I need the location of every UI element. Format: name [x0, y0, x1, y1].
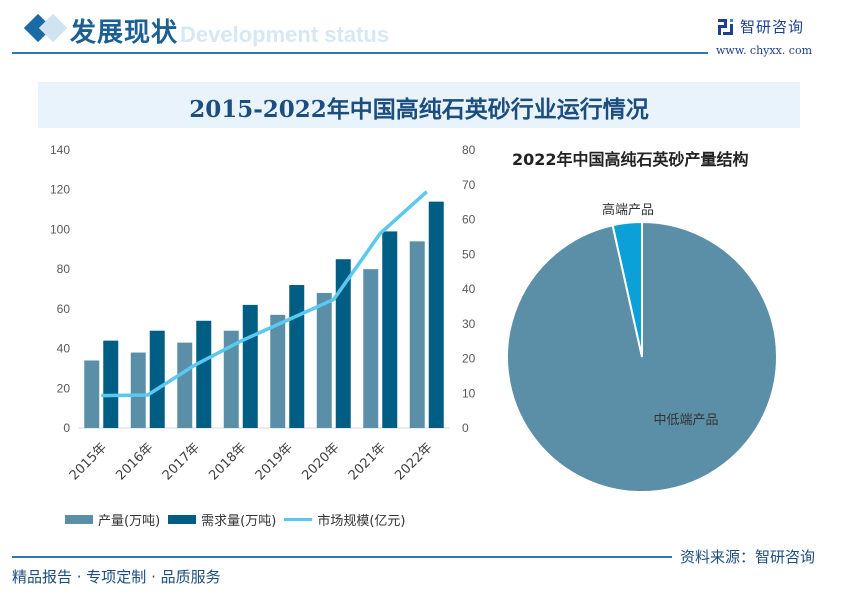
bar-demand	[242, 304, 258, 428]
footer-slogan: 精品报告 · 专项定制 · 品质服务	[12, 568, 221, 586]
legend-item-demand: 需求量(万吨)	[168, 510, 276, 529]
source-note: 资料来源：智研咨询	[680, 548, 816, 566]
bar-demand	[103, 340, 119, 428]
right-axis-tick-label: 40	[462, 282, 476, 296]
bar-demand	[428, 201, 444, 428]
chart-legend: 产量(万吨) 需求量(万吨) 市场规模(亿元)	[65, 510, 413, 529]
legend-item-market-size: 市场规模(亿元)	[284, 510, 405, 529]
bar-demand	[289, 285, 305, 428]
x-axis-tick-label: 2020年	[299, 440, 342, 483]
bar-demand	[196, 320, 212, 428]
chart-title-band: 2015-2022年中国高纯石英砂行业运行情况	[38, 82, 800, 128]
right-axis-tick-label: 20	[462, 352, 476, 366]
left-axis-tick-label: 20	[57, 381, 71, 395]
bar-production	[409, 241, 425, 428]
right-axis-tick-label: 10	[462, 386, 476, 400]
section-subtitle: Development status	[180, 22, 390, 47]
bar-demand	[335, 259, 351, 428]
x-axis-tick-label: 2019年	[253, 440, 296, 483]
left-axis-tick-label: 100	[50, 222, 70, 236]
left-axis-tick-label: 80	[57, 262, 71, 276]
legend-label-market-size: 市场规模(亿元)	[317, 514, 406, 529]
bar-production	[363, 269, 379, 428]
pie-label-high-end: 高端产品	[602, 202, 654, 218]
bar-demand	[382, 231, 398, 428]
x-axis-tick-label: 2017年	[160, 440, 203, 483]
right-axis-tick-label: 30	[462, 317, 476, 331]
right-axis-tick-label: 60	[462, 213, 476, 227]
legend-swatch-demand	[168, 515, 197, 524]
x-axis-tick-label: 2016年	[113, 440, 156, 483]
line-market-size	[101, 190, 428, 398]
left-axis-tick-label: 120	[50, 183, 70, 197]
page-header: Development status 发展现状 智研咨询 www. chyxx.…	[0, 0, 865, 70]
right-axis-tick-label: 80	[462, 143, 476, 157]
pie-chart-title: 2022年中国高纯石英砂产量结构	[512, 150, 749, 169]
pie-slice-mid-low-end	[506, 220, 778, 493]
right-axis-tick-label: 50	[462, 247, 476, 261]
left-axis-tick-label: 0	[63, 421, 70, 435]
legend-label-demand: 需求量(万吨)	[201, 514, 277, 529]
legend-item-production: 产量(万吨)	[65, 510, 160, 529]
legend-label-production: 产量(万吨)	[98, 514, 161, 529]
brand-logo-icon	[718, 18, 734, 35]
header-divider	[12, 52, 708, 54]
bar-production	[84, 360, 100, 428]
x-axis-tick-label: 2022年	[392, 440, 435, 483]
legend-swatch-production	[65, 515, 93, 524]
section-title: 发展现状	[70, 18, 179, 48]
footer-divider	[12, 556, 672, 558]
left-axis-tick-label: 140	[50, 143, 70, 157]
x-axis-tick-label: 2015年	[67, 440, 110, 483]
left-axis-tick-label: 60	[57, 302, 71, 316]
bar-production	[270, 314, 286, 428]
left-axis-tick-label: 40	[57, 342, 71, 356]
bar-production	[316, 292, 332, 428]
x-axis-tick-label: 2018年	[206, 440, 249, 483]
x-axis-tick-label: 2021年	[346, 440, 389, 483]
bar-demand	[149, 330, 165, 428]
bar-production	[177, 342, 193, 428]
bar-production	[223, 330, 239, 428]
right-axis-tick-label: 70	[462, 178, 476, 192]
brand-url: www. chyxx. com	[716, 44, 813, 57]
bar-production	[130, 352, 146, 428]
chart-title: 2015-2022年中国高纯石英砂行业运行情况	[189, 96, 649, 123]
right-axis-tick-label: 0	[462, 421, 469, 435]
brand-name: 智研咨询	[740, 18, 805, 36]
pie-label-mid-low-end: 中低端产品	[653, 413, 718, 428]
brand-logo: 智研咨询	[718, 16, 804, 37]
legend-swatch-market-size	[284, 518, 313, 521]
